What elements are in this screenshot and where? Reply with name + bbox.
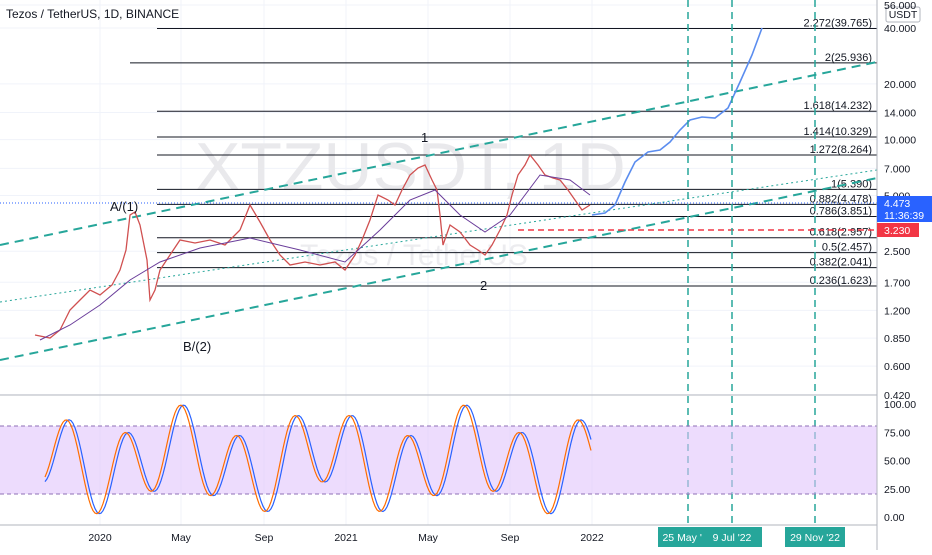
- price-tick: 7.000: [884, 163, 910, 175]
- time-highlight: [702, 527, 762, 547]
- wave-label: 1: [421, 130, 428, 145]
- oscillator-band: [0, 426, 877, 494]
- last-price-tag: [877, 196, 932, 222]
- fib-label: 1.272(8.264): [810, 144, 872, 156]
- projection-path: [591, 27, 763, 216]
- oscillator-tick: 25.00: [884, 484, 910, 496]
- oscillator-tick: 0.00: [884, 512, 905, 524]
- fib-label: 2.272(39.765): [804, 18, 873, 30]
- fib-label: 0.236(1.623): [810, 275, 872, 287]
- oscillator-tick: 75.00: [884, 427, 910, 439]
- watermark-name: Tezos / TetherUS: [300, 239, 528, 272]
- time-tick: 2021: [334, 532, 358, 544]
- watermark-symbol: XTZUSDT, 1D: [195, 129, 626, 205]
- price-tick: 0.600: [884, 361, 910, 373]
- currency-box[interactable]: [885, 6, 921, 23]
- price-tick: 14.000: [884, 108, 916, 120]
- time-highlight-label: 25 May '22: [662, 532, 713, 544]
- wave-label: A/(1): [110, 199, 138, 214]
- price-tick: 10.000: [884, 135, 916, 147]
- fib-label: 0.382(2.041): [810, 257, 872, 269]
- fib-label: 1.414(10.329): [804, 126, 873, 138]
- fib-label: 1.618(14.232): [804, 100, 873, 112]
- time-tick: Sep: [255, 532, 274, 544]
- time-highlight-label: 29 Nov '22: [790, 532, 840, 544]
- fib-label: 0.786(3.851): [810, 205, 872, 217]
- price-tick: 20.000: [884, 79, 916, 91]
- oscillator-tick: 50.00: [884, 456, 910, 468]
- oscillator-line: [44, 404, 592, 515]
- time-tick: Sep: [501, 532, 520, 544]
- wave-label: 2: [480, 278, 487, 293]
- price-tick: 1.200: [884, 305, 910, 317]
- price-tick: 0.850: [884, 333, 910, 345]
- price-tick: 2.500: [884, 246, 910, 258]
- alert-price: 3.230: [884, 225, 910, 237]
- price-tick: 40.000: [884, 23, 916, 35]
- moving-average: [39, 174, 591, 341]
- symbol-title: Tezos / TetherUS, 1D, BINANCE: [6, 7, 179, 21]
- oscillator-tick: 100.00: [884, 399, 916, 411]
- price-tick: 56.000: [884, 0, 916, 12]
- time-highlight: [785, 527, 845, 547]
- countdown: 11:36:39: [884, 210, 924, 222]
- fib-label: 1(5.390): [831, 178, 872, 190]
- fib-label: 2(25.936): [825, 52, 872, 64]
- price-series: [34, 153, 591, 339]
- price-tick: 0.420: [884, 390, 910, 402]
- fib-label: 0.882(4.478): [810, 193, 872, 205]
- last-price: 4.473: [884, 198, 910, 210]
- time-tick: May: [171, 532, 192, 544]
- alert-price-tag: [877, 223, 919, 237]
- price-tick: 1.700: [884, 277, 910, 289]
- oscillator-line: [44, 404, 592, 515]
- time-tick: 2022: [580, 532, 604, 544]
- fib-label: 0.618(2.957): [810, 227, 872, 239]
- wave-label: B/(2): [183, 339, 211, 354]
- time-tick: 2020: [88, 532, 112, 544]
- time-highlight-label: 9 Jul '22: [713, 532, 752, 544]
- fib-label: 0.5(2.457): [822, 242, 872, 254]
- currency: USDT: [889, 9, 918, 21]
- time-tick: May: [418, 532, 439, 544]
